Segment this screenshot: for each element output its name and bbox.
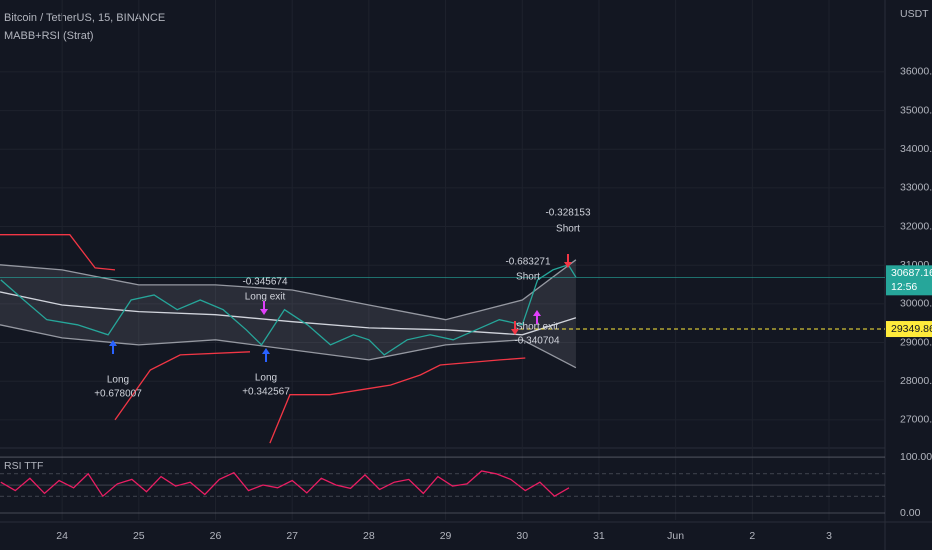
y-tick-label: 28000.00: [900, 375, 932, 387]
series-line: [0, 291, 577, 336]
trade-annotation: +0.342567: [242, 387, 290, 398]
series-line: [0, 264, 577, 356]
series-line: [0, 259, 577, 321]
y-tick-label: 30000.00: [900, 298, 932, 310]
marked-price-box: [886, 321, 932, 338]
trade-arrow: [260, 301, 268, 315]
x-tick-label: 24: [56, 530, 68, 542]
trade-annotation: Short: [516, 272, 540, 283]
trade-annotation: -0.345674: [242, 277, 287, 288]
y-tick-label: 0.00: [900, 507, 921, 519]
x-tick-label: 26: [210, 530, 222, 542]
band-fill: [0, 259, 576, 368]
x-tick-label: 25: [133, 530, 145, 542]
x-tick-label: Jun: [667, 530, 684, 542]
x-tick-label: 29: [440, 530, 452, 542]
y-tick-label: 34000.00: [900, 143, 932, 155]
trade-arrow: [564, 254, 572, 268]
trade-annotation: Long: [255, 373, 277, 384]
countdown-label: 12:56: [891, 281, 917, 293]
y-tick-label: 35000.00: [900, 104, 932, 116]
marked-price-label: 29349.86: [891, 323, 932, 335]
trade-arrow: [262, 348, 270, 362]
y-tick-label: 100.00: [900, 451, 932, 463]
y-tick-label: 33000.00: [900, 182, 932, 194]
currency-label: USDT: [900, 8, 929, 20]
y-tick-label: 32000.00: [900, 220, 932, 232]
y-tick-label: 29000.00: [900, 336, 932, 348]
trade-annotation: Long: [107, 375, 129, 386]
x-tick-label: 28: [363, 530, 375, 542]
trade-arrow: [511, 321, 519, 335]
trade-arrow: [109, 340, 117, 354]
series-line: [0, 470, 570, 498]
study-title: MABB+RSI (Strat): [4, 30, 94, 42]
x-tick-label: 30: [516, 530, 528, 542]
trade-annotation: -0.340704: [514, 336, 559, 347]
last-price-label: 30687.16: [891, 267, 932, 279]
y-tick-label: 36000.00: [900, 66, 932, 78]
x-tick-label: 3: [826, 530, 832, 542]
trade-annotation: -0.328153: [545, 208, 590, 219]
last-price-box: [886, 265, 932, 296]
trade-annotation: +0.678007: [94, 389, 142, 400]
trade-annotation: -0.683271: [505, 257, 550, 268]
x-tick-label: 27: [286, 530, 298, 542]
trade-annotation: Short exit: [516, 322, 558, 333]
trade-arrow: [533, 310, 541, 324]
y-tick-label: 27000.00: [900, 414, 932, 426]
symbol-title: Bitcoin / TetherUS, 15, BINANCE: [4, 12, 165, 24]
x-tick-label: 2: [749, 530, 755, 542]
trade-annotation: Short: [556, 224, 580, 235]
x-tick-label: 31: [593, 530, 605, 542]
series-line: [0, 324, 577, 369]
series-line: [0, 234, 526, 444]
rsi-title: RSI TTF: [4, 460, 43, 472]
trade-annotation: Long exit: [245, 292, 286, 303]
